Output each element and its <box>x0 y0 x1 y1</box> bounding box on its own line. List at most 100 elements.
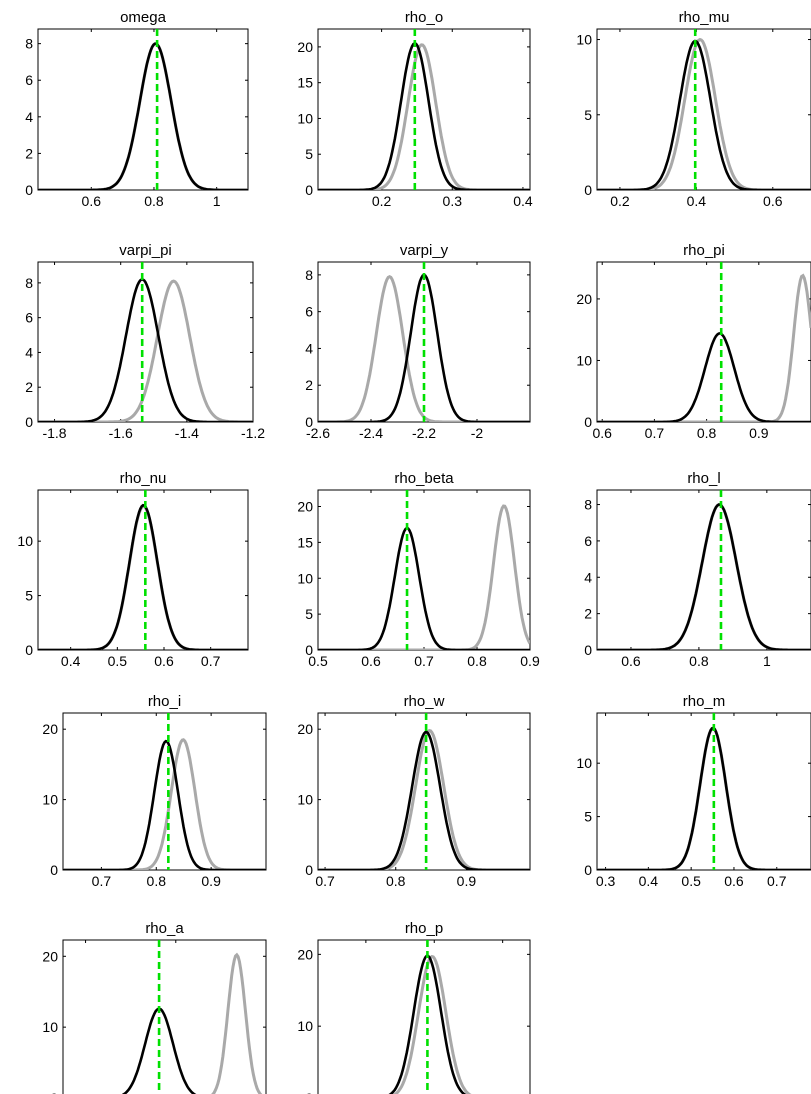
x-tick-label: -1.8 <box>42 425 66 441</box>
y-tick-label: 0 <box>25 414 33 430</box>
x-tick-label: 0.8 <box>689 653 709 669</box>
prior-density-curve <box>318 43 530 190</box>
posterior-density-curve <box>597 726 811 870</box>
x-tick-label: 0.3 <box>596 873 616 889</box>
axes-box <box>37 489 249 651</box>
y-tick-label: 10 <box>297 792 313 808</box>
x-tick-label: 0.2 <box>372 193 392 209</box>
x-tick-label: -1.6 <box>109 425 133 441</box>
x-tick-label: 1 <box>213 193 221 209</box>
panel-title: rho_i <box>148 693 181 710</box>
y-tick-label: 10 <box>42 792 58 808</box>
y-tick-label: 0 <box>584 414 592 430</box>
x-tick-label: 0.6 <box>724 873 744 889</box>
y-tick-label: 20 <box>297 499 313 515</box>
y-tick-label: 0 <box>584 182 592 198</box>
y-tick-label: 8 <box>25 36 33 52</box>
panel-rho-w: rho_w 0.7 0.8 0.9 0 10 20 <box>297 693 531 889</box>
x-tick-label: 0.8 <box>144 193 164 209</box>
posterior-density-curve <box>318 526 530 650</box>
y-tick-label: 0 <box>584 642 592 658</box>
y-tick-label: 4 <box>305 340 313 356</box>
posterior-density-curve <box>388 954 467 1094</box>
prior-density-curve <box>597 726 811 870</box>
y-tick-label: 5 <box>305 606 313 622</box>
x-tick-label: -1.2 <box>241 425 265 441</box>
x-tick-label: 0.4 <box>687 193 707 209</box>
axes-box <box>62 939 267 1094</box>
x-tick-label: 0.9 <box>457 873 477 889</box>
x-tick-label: 0.3 <box>443 193 463 209</box>
x-tick-label: -2 <box>471 425 484 441</box>
y-tick-label: 20 <box>42 948 58 964</box>
y-tick-label: 5 <box>584 809 592 825</box>
y-tick-label: 0 <box>305 182 313 198</box>
axes-box <box>596 712 811 871</box>
x-tick-label: 0.7 <box>645 425 665 441</box>
panel-varpi-y: varpi_y -2.6 -2.4 -2.2 -2 0 2 4 6 8 <box>305 242 531 441</box>
panel-rho-i: rho_i 0.7 0.8 0.9 0 10 20 <box>42 693 267 889</box>
posterior-density-curve <box>597 39 811 190</box>
y-tick-label: 20 <box>297 39 313 55</box>
panel-title: rho_nu <box>120 470 167 487</box>
prior-density-curve <box>392 954 472 1094</box>
y-tick-label: 10 <box>576 32 592 48</box>
y-tick-label: 6 <box>25 72 33 88</box>
panel-title: varpi_y <box>400 242 449 259</box>
y-tick-label: 20 <box>576 291 592 307</box>
x-tick-label: 0.2 <box>610 193 630 209</box>
posterior-density-curve <box>597 503 811 650</box>
y-tick-label: 4 <box>25 109 33 125</box>
y-tick-label: 8 <box>25 275 33 291</box>
axes-box <box>596 261 811 423</box>
y-tick-label: 0 <box>25 642 33 658</box>
prior-density-curve <box>63 738 266 870</box>
x-tick-label: 0.4 <box>61 653 81 669</box>
y-tick-label: 0 <box>305 862 313 878</box>
panel-title: rho_l <box>687 470 720 487</box>
prior-density-curve <box>38 279 253 422</box>
y-tick-label: 0 <box>305 642 313 658</box>
prior-density-curve <box>597 37 811 190</box>
panel-title: rho_mu <box>679 9 730 26</box>
x-tick-label: 0.6 <box>592 425 612 441</box>
x-tick-label: 0.8 <box>697 425 717 441</box>
x-tick-label: 0.5 <box>681 873 701 889</box>
posterior-density-curve <box>38 42 248 190</box>
x-tick-label: 0.5 <box>108 653 128 669</box>
prior-density-curve <box>211 952 263 1094</box>
x-tick-label: 0.7 <box>414 653 434 669</box>
axes-box <box>37 28 249 191</box>
y-tick-label: 6 <box>584 533 592 549</box>
x-tick-label: 0.7 <box>201 653 221 669</box>
x-tick-label: 0.4 <box>639 873 659 889</box>
x-tick-label: 0.4 <box>513 193 533 209</box>
posterior-density-curve <box>63 739 266 870</box>
y-tick-label: 2 <box>305 377 313 393</box>
posterior-density-curve <box>597 332 811 422</box>
y-tick-label: 15 <box>297 534 313 550</box>
x-tick-label: 0.7 <box>315 873 335 889</box>
y-tick-label: 6 <box>305 304 313 320</box>
prior-density-curve <box>38 42 248 190</box>
panel-title: rho_pi <box>683 242 725 259</box>
y-tick-label: 5 <box>305 146 313 162</box>
y-tick-label: 20 <box>297 721 313 737</box>
y-tick-label: 10 <box>297 110 313 126</box>
prior-density-curve <box>597 503 811 650</box>
axes-box <box>317 489 531 651</box>
x-tick-label: 0.6 <box>154 653 174 669</box>
panel-title: varpi_pi <box>119 242 172 259</box>
y-tick-label: 8 <box>305 267 313 283</box>
posterior-density-curve <box>318 730 530 870</box>
y-tick-label: 5 <box>25 588 33 604</box>
y-tick-label: 0 <box>25 182 33 198</box>
x-tick-label: -1.4 <box>175 425 199 441</box>
axes-box <box>596 489 811 651</box>
axes-box <box>37 261 254 423</box>
panel-rho-nu: rho_nu 0.4 0.5 0.6 0.7 0 5 10 <box>17 470 249 669</box>
panel-varpi-pi: varpi_pi -1.8 -1.6 -1.4 -1.2 0 2 4 6 8 <box>25 242 265 441</box>
y-tick-label: 20 <box>297 946 313 962</box>
prior-density-curve <box>38 504 248 650</box>
